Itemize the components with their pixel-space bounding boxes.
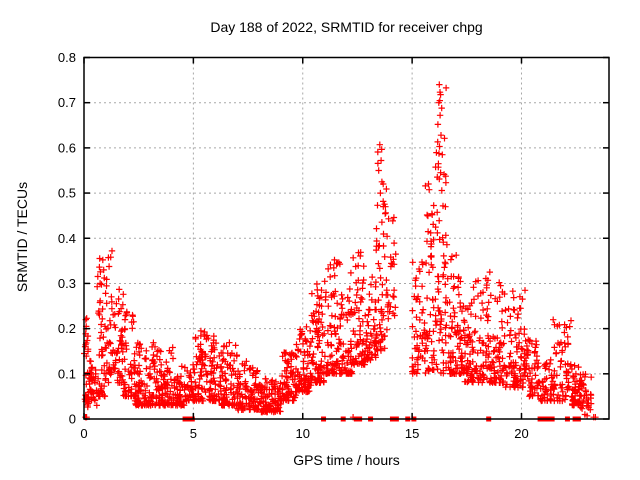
chart-title: Day 188 of 2022, SRMTID for receiver chp… xyxy=(210,19,483,35)
x-tick-label: 5 xyxy=(190,426,197,441)
y-tick-label: 0.2 xyxy=(58,321,76,336)
x-axis-label: GPS time / hours xyxy=(293,452,400,468)
y-tick-label: 0.5 xyxy=(58,186,76,201)
y-tick-label: 0.7 xyxy=(58,95,76,110)
x-tick-label: 15 xyxy=(405,426,419,441)
y-tick-label: 0.4 xyxy=(58,231,76,246)
y-tick-label: 0.8 xyxy=(58,50,76,65)
x-tick-label: 20 xyxy=(514,426,528,441)
y-tick-label: 0.1 xyxy=(58,366,76,381)
y-tick-label: 0 xyxy=(69,412,76,427)
y-tick-label: 0.6 xyxy=(58,140,76,155)
x-tick-label: 10 xyxy=(296,426,310,441)
x-tick-label: 0 xyxy=(80,426,87,441)
scatter-points xyxy=(81,81,599,421)
y-tick-label: 0.3 xyxy=(58,276,76,291)
